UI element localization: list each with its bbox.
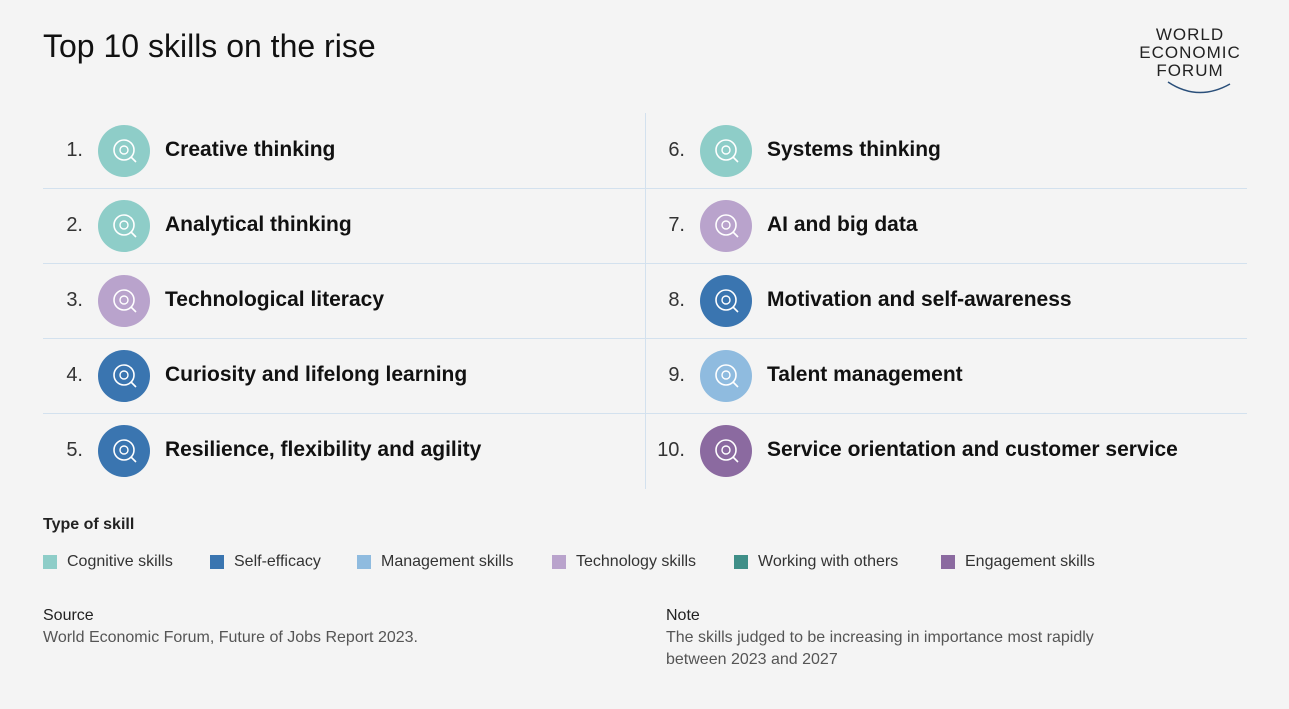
legend-swatch	[734, 555, 748, 569]
skill-icon	[700, 350, 752, 402]
logo: WORLD ECONOMIC FORUM	[1128, 26, 1252, 104]
rank: 3.	[66, 289, 83, 311]
skill-icon	[98, 350, 150, 402]
legend-label: Self-efficacy	[234, 553, 321, 570]
legend-label: Working with others	[758, 553, 899, 570]
rank: 5.	[66, 439, 83, 461]
icon-glyph	[715, 139, 739, 163]
legend-swatch	[357, 555, 371, 569]
skill-name: Creative thinking	[165, 138, 336, 161]
column-divider	[645, 113, 646, 489]
rank: 9.	[668, 364, 685, 386]
icon-glyph	[113, 364, 137, 388]
skill-icon	[98, 275, 150, 327]
skill-name: Technological literacy	[165, 288, 385, 311]
note-label: Note	[666, 607, 700, 624]
skill-name: Service orientation and customer service	[767, 438, 1178, 461]
logo-line: ECONOMIC	[1139, 43, 1241, 62]
skill-icon	[700, 200, 752, 252]
source-label: Source	[43, 607, 94, 624]
icon-glyph	[113, 214, 137, 238]
rank: 4.	[66, 364, 83, 386]
rank: 6.	[668, 139, 685, 161]
legend-title: Type of skill	[43, 516, 135, 533]
skill-name: Talent management	[767, 363, 963, 386]
rank: 10.	[657, 439, 685, 461]
skill-icon	[700, 275, 752, 327]
logo-line: FORUM	[1156, 61, 1224, 80]
skill-name: Curiosity and lifelong learning	[165, 363, 468, 386]
icon-glyph	[715, 289, 739, 313]
icon-glyph	[715, 214, 739, 238]
row-separator	[43, 413, 645, 414]
row-separator	[645, 413, 1247, 414]
legend-label: Management skills	[381, 553, 514, 570]
legend-swatch	[941, 555, 955, 569]
icon-glyph	[113, 289, 137, 313]
icon-glyph	[113, 139, 137, 163]
row-separator	[43, 338, 645, 339]
row-separator	[645, 263, 1247, 264]
row-separator	[645, 338, 1247, 339]
icon-glyph	[113, 439, 137, 463]
legend-swatch	[43, 555, 57, 569]
source-text: World Economic Forum, Future of Jobs Rep…	[43, 629, 418, 646]
icon-glyph	[715, 439, 739, 463]
legend-swatch	[210, 555, 224, 569]
rank: 8.	[668, 289, 685, 311]
skill-icon	[98, 125, 150, 177]
rank: 7.	[668, 214, 685, 236]
skill-name: Systems thinking	[767, 138, 941, 161]
logo-line: WORLD	[1155, 25, 1225, 44]
row-separator	[645, 188, 1247, 189]
rank: 2.	[66, 214, 83, 236]
legend-label: Cognitive skills	[67, 553, 173, 570]
skill-icon	[98, 200, 150, 252]
icon-glyph	[715, 364, 739, 388]
row-separator	[43, 188, 645, 189]
legend-label: Technology skills	[576, 553, 697, 570]
skill-name: Motivation and self-awareness	[767, 288, 1072, 311]
legend-swatch	[552, 555, 566, 569]
rank: 1.	[66, 139, 83, 161]
skill-icon	[700, 125, 752, 177]
legend-label: Engagement skills	[965, 553, 1095, 570]
skill-icon	[98, 425, 150, 477]
skill-name: Analytical thinking	[165, 213, 352, 236]
skill-name: AI and big data	[767, 213, 918, 236]
note-text: The skills judged to be increasing in im…	[666, 629, 1094, 668]
skill-icon	[700, 425, 752, 477]
title: Top 10 skills on the rise	[43, 28, 376, 64]
logo-arc	[1167, 81, 1231, 94]
skill-name: Resilience, flexibility and agility	[165, 438, 482, 461]
row-separator	[43, 263, 645, 264]
